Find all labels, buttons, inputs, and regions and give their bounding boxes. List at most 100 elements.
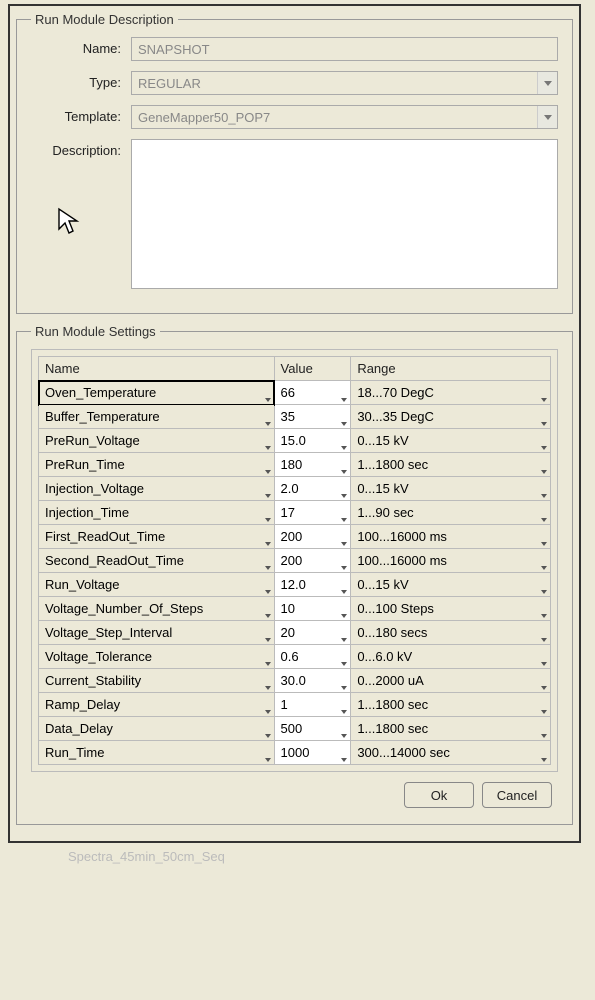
col-header-range[interactable]: Range — [351, 357, 551, 381]
param-range-cell[interactable]: 1...90 sec — [351, 501, 551, 525]
template-row: Template: GeneMapper50_POP7 — [31, 105, 558, 129]
param-name-cell[interactable]: First_ReadOut_Time — [39, 525, 275, 549]
param-name-cell[interactable]: Second_ReadOut_Time — [39, 549, 275, 573]
param-range-cell[interactable]: 0...2000 uA — [351, 669, 551, 693]
chevron-down-icon — [541, 470, 547, 474]
param-name-cell[interactable]: Buffer_Temperature — [39, 405, 275, 429]
chevron-down-icon — [541, 638, 547, 642]
chevron-down-icon — [265, 566, 271, 570]
param-range-cell[interactable]: 0...15 kV — [351, 429, 551, 453]
param-value-cell[interactable]: 200 — [274, 525, 351, 549]
param-value-cell[interactable]: 35 — [274, 405, 351, 429]
table-row: PreRun_Time1801...1800 sec — [39, 453, 551, 477]
param-value-cell[interactable]: 0.6 — [274, 645, 351, 669]
chevron-down-icon — [341, 758, 347, 762]
chevron-down-icon — [341, 470, 347, 474]
template-select[interactable]: GeneMapper50_POP7 — [131, 105, 558, 129]
param-name-cell[interactable]: Voltage_Tolerance — [39, 645, 275, 669]
chevron-down-icon — [265, 518, 271, 522]
chevron-down-icon — [265, 686, 271, 690]
cancel-button[interactable]: Cancel — [482, 782, 552, 808]
col-header-name[interactable]: Name — [39, 357, 275, 381]
run-module-dialog: Run Module Description Name: Type: REGUL… — [8, 4, 581, 843]
settings-header-row: Name Value Range — [39, 357, 551, 381]
template-select-button[interactable] — [537, 106, 557, 128]
ok-button[interactable]: Ok — [404, 782, 474, 808]
table-row: Voltage_Number_Of_Steps100...100 Steps — [39, 597, 551, 621]
param-name-cell[interactable]: Voltage_Number_Of_Steps — [39, 597, 275, 621]
param-name-cell[interactable]: Run_Voltage — [39, 573, 275, 597]
chevron-down-icon — [265, 662, 271, 666]
table-row: Voltage_Step_Interval200...180 secs — [39, 621, 551, 645]
table-row: PreRun_Voltage15.00...15 kV — [39, 429, 551, 453]
description-label: Description: — [31, 139, 131, 158]
chevron-down-icon — [541, 614, 547, 618]
table-row: Injection_Voltage2.00...15 kV — [39, 477, 551, 501]
description-row: Description: — [31, 139, 558, 289]
name-row: Name: — [31, 37, 558, 61]
chevron-down-icon — [341, 686, 347, 690]
param-range-cell[interactable]: 1...1800 sec — [351, 693, 551, 717]
template-label: Template: — [31, 105, 131, 124]
chevron-down-icon — [341, 614, 347, 618]
type-label: Type: — [31, 71, 131, 90]
param-name-cell[interactable]: Injection_Time — [39, 501, 275, 525]
table-row: Ramp_Delay11...1800 sec — [39, 693, 551, 717]
chevron-down-icon — [265, 494, 271, 498]
background-list-item: Spectra_45min_50cm_Seq — [8, 847, 587, 866]
param-range-cell[interactable]: 18...70 DegC — [351, 381, 551, 405]
param-range-cell[interactable]: 100...16000 ms — [351, 549, 551, 573]
param-value-cell[interactable]: 15.0 — [274, 429, 351, 453]
param-range-cell[interactable]: 0...180 secs — [351, 621, 551, 645]
chevron-down-icon — [265, 758, 271, 762]
param-name-cell[interactable]: PreRun_Time — [39, 453, 275, 477]
param-value-cell[interactable]: 500 — [274, 717, 351, 741]
param-name-cell[interactable]: Current_Stability — [39, 669, 275, 693]
param-value-cell[interactable]: 20 — [274, 621, 351, 645]
param-name-cell[interactable]: Ramp_Delay — [39, 693, 275, 717]
chevron-down-icon — [541, 494, 547, 498]
param-name-cell[interactable]: Data_Delay — [39, 717, 275, 741]
param-range-cell[interactable]: 100...16000 ms — [351, 525, 551, 549]
chevron-down-icon — [541, 686, 547, 690]
param-range-cell[interactable]: 0...6.0 kV — [351, 645, 551, 669]
param-range-cell[interactable]: 0...15 kV — [351, 573, 551, 597]
param-range-cell[interactable]: 0...15 kV — [351, 477, 551, 501]
chevron-down-icon — [541, 422, 547, 426]
param-value-cell[interactable]: 180 — [274, 453, 351, 477]
param-value-cell[interactable]: 200 — [274, 549, 351, 573]
chevron-down-icon — [341, 398, 347, 402]
param-value-cell[interactable]: 1 — [274, 693, 351, 717]
chevron-down-icon — [341, 518, 347, 522]
param-name-cell[interactable]: Run_Time — [39, 741, 275, 765]
chevron-down-icon — [541, 566, 547, 570]
name-input[interactable] — [131, 37, 558, 61]
param-range-cell[interactable]: 30...35 DegC — [351, 405, 551, 429]
param-value-cell[interactable]: 17 — [274, 501, 351, 525]
chevron-down-icon — [544, 115, 552, 120]
param-range-cell[interactable]: 1...1800 sec — [351, 453, 551, 477]
type-select[interactable]: REGULAR — [131, 71, 558, 95]
param-value-cell[interactable]: 2.0 — [274, 477, 351, 501]
param-value-cell[interactable]: 66 — [274, 381, 351, 405]
dialog-buttons: Ok Cancel — [31, 772, 558, 810]
param-range-cell[interactable]: 300...14000 sec — [351, 741, 551, 765]
param-range-cell[interactable]: 0...100 Steps — [351, 597, 551, 621]
param-name-cell[interactable]: PreRun_Voltage — [39, 429, 275, 453]
chevron-down-icon — [341, 422, 347, 426]
chevron-down-icon — [541, 590, 547, 594]
chevron-down-icon — [341, 590, 347, 594]
chevron-down-icon — [341, 446, 347, 450]
param-value-cell[interactable]: 10 — [274, 597, 351, 621]
chevron-down-icon — [541, 662, 547, 666]
param-value-cell[interactable]: 1000 — [274, 741, 351, 765]
param-name-cell[interactable]: Injection_Voltage — [39, 477, 275, 501]
param-value-cell[interactable]: 30.0 — [274, 669, 351, 693]
description-textarea[interactable] — [131, 139, 558, 289]
col-header-value[interactable]: Value — [274, 357, 351, 381]
param-range-cell[interactable]: 1...1800 sec — [351, 717, 551, 741]
param-name-cell[interactable]: Voltage_Step_Interval — [39, 621, 275, 645]
type-select-button[interactable] — [537, 72, 557, 94]
param-value-cell[interactable]: 12.0 — [274, 573, 351, 597]
param-name-cell[interactable]: Oven_Temperature — [39, 381, 275, 405]
